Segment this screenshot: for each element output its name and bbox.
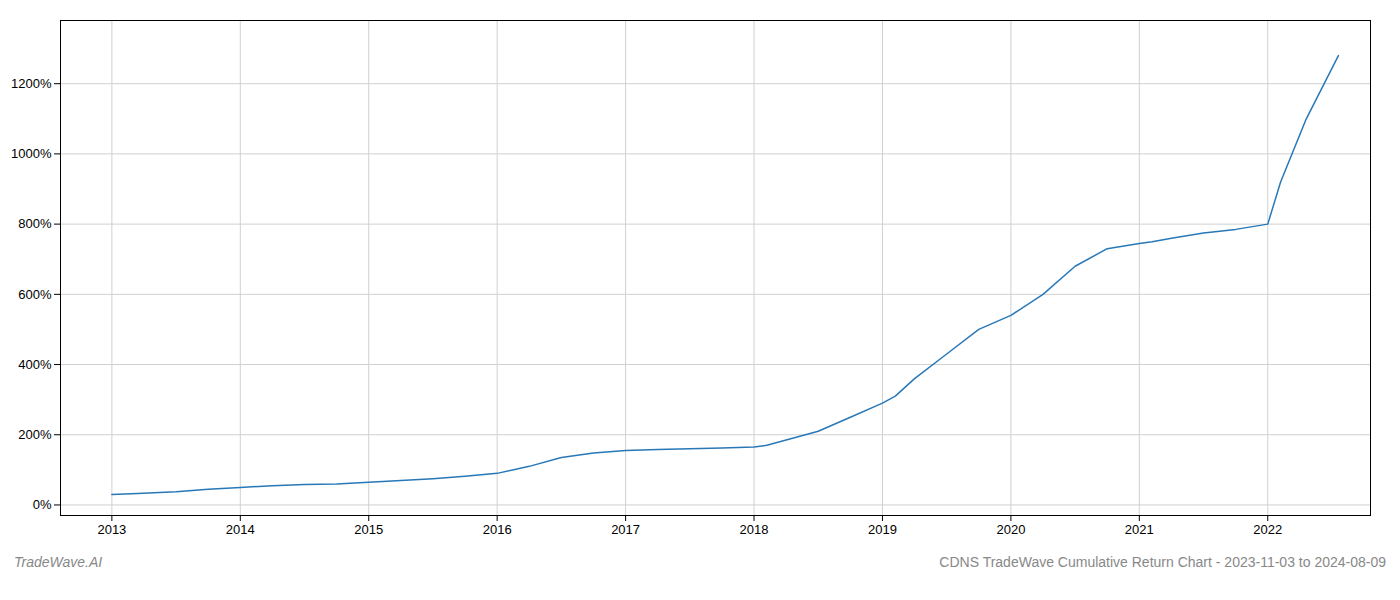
svg-text:2020: 2020 <box>996 522 1025 537</box>
svg-text:2021: 2021 <box>1125 522 1154 537</box>
html-text:TradeWave.AI: TradeWave.AI <box>14 554 103 570</box>
svg-text:0%: 0% <box>33 497 52 512</box>
svg-text:2018: 2018 <box>740 522 769 537</box>
svg-text:1200%: 1200% <box>11 76 52 91</box>
svg-text:2013: 2013 <box>97 522 126 537</box>
svg-text:2016: 2016 <box>483 522 512 537</box>
svg-text:2015: 2015 <box>354 522 383 537</box>
svg-text:1000%: 1000% <box>11 146 52 161</box>
svg-text:200%: 200% <box>18 427 52 442</box>
svg-text:2014: 2014 <box>226 522 255 537</box>
svg-text:400%: 400% <box>18 357 52 372</box>
svg-text:2019: 2019 <box>868 522 897 537</box>
svg-text:2022: 2022 <box>1253 522 1282 537</box>
svg-text:2017: 2017 <box>611 522 640 537</box>
svg-text:600%: 600% <box>18 286 52 301</box>
html-text:CDNS TradeWave Cumulative Retu: CDNS TradeWave Cumulative Return Chart -… <box>939 554 1386 570</box>
svg-text:800%: 800% <box>18 216 52 231</box>
